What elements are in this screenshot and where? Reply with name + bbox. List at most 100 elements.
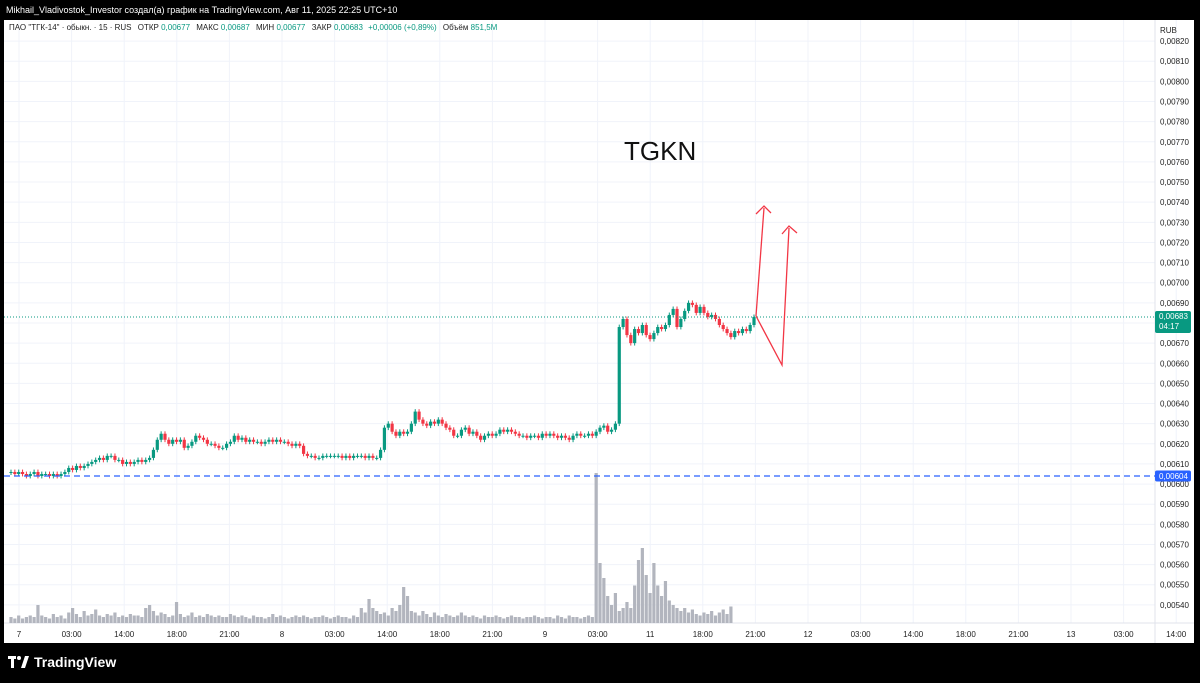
volume-bar [13,618,17,623]
last-price-tag-value: 0,00683 [1159,312,1188,321]
candle-body [609,429,614,432]
candle-body [51,474,55,477]
volume-bar [656,585,660,623]
volume-bar [117,617,121,623]
tradingview-logo-icon [8,656,29,668]
candle-body [502,429,506,432]
y-tick-label: 0,00790 [1160,98,1189,107]
volume-bar [278,615,283,623]
footer-bar: TradingView [0,643,1200,683]
candle-body [429,421,433,426]
volume-bar [178,614,182,623]
volume-bar [224,617,229,623]
volume-bar [425,614,429,623]
volume-bar [348,618,352,623]
volume-bar [729,606,733,623]
y-tick-label: 0,00750 [1160,178,1189,187]
candle-body [205,439,209,444]
candle-body [375,457,379,459]
y-tick-label: 0,00540 [1160,601,1189,610]
candle-body [436,419,440,424]
volume-bar [359,608,363,623]
candle-body [236,435,240,440]
candle-body [737,331,741,334]
candle-body [209,443,213,445]
tradingview-logo[interactable]: TradingView [8,654,116,670]
forecast-arrow-2[interactable] [755,225,798,368]
y-tick-label: 0,00740 [1160,198,1189,207]
volume-bar [255,617,259,623]
candle-body [686,302,691,311]
volume-bar [328,618,333,623]
volume-bar [648,593,652,623]
candle-body [521,435,525,437]
volume-bar [251,615,256,623]
volume-bar [525,617,529,623]
volume-bar [286,618,290,623]
candle-body [725,329,729,334]
volume-bar [556,615,560,623]
candle-body [471,431,475,434]
legend-close-label: ЗАКР [312,23,332,32]
volume-bar [67,612,71,623]
candle-body [132,461,136,464]
volume-bar [9,617,13,623]
y-tick-label: 0,00810 [1160,57,1189,66]
volume-bar [332,617,336,623]
x-tick-label: 12 [804,630,813,639]
volume-bar [20,618,25,623]
y-tick-label: 0,00770 [1160,138,1189,147]
candle-body [286,441,290,444]
volume-bar [378,614,383,623]
candle-body [717,318,721,326]
volume-bar [467,617,471,623]
candle-body [733,331,737,338]
price-axis[interactable]: 0,00540 0,00550 0,00560 0,00570 0,00580 0,005… [1160,37,1189,610]
candle-body [690,302,695,305]
candle-body [113,455,117,460]
candle-body [752,316,756,326]
volume-bar [363,612,367,623]
volume-bar [544,617,548,623]
legend-high-value: 0,00687 [221,23,250,32]
time-axis[interactable]: 7 03:00 14:00 18:00 21:00 8 03:00 14:00 18:00 21:… [17,630,1187,639]
candle-body [24,474,28,477]
volume-bar [82,611,86,623]
volume-bar [398,605,402,623]
legend-open-label: ОТКР [138,23,159,32]
candle-body [32,471,36,475]
candle-body [583,435,587,437]
candle-body [506,429,510,432]
volume-bar [301,615,306,623]
candle-body [20,471,25,475]
y-tick-label: 0,00720 [1160,238,1189,247]
volume-bar [394,611,398,623]
volume-bar [529,617,533,623]
chart-background [4,20,1194,643]
volume-bar [575,617,579,623]
candle-body [278,439,283,442]
volume-bar [198,615,202,623]
candle-body [90,461,94,464]
volume-bar [275,617,279,623]
x-tick-label: 18:00 [956,630,977,639]
candle-body [540,433,544,438]
candle-body [710,314,714,317]
candle-body [440,419,444,424]
candle-body [186,445,190,448]
volume-bar [321,615,325,623]
candle-body [109,455,113,457]
candle-body [729,333,733,338]
candle-body [367,455,371,458]
volume-bar [621,608,625,623]
candle-body [59,474,63,477]
volume-bar [506,617,510,623]
volume-bar [209,615,213,623]
price-chart[interactable]: ПАО "ТГК-14" · обыкн. · 15 · RUS ОТКР 0,… [4,20,1194,643]
candle-body [671,308,675,315]
volume-bar [475,617,479,623]
volume-bar [309,618,313,623]
forecast-arrow-1[interactable] [755,205,772,317]
candle-body [221,447,225,449]
legend-open-value: 0,00677 [161,23,190,32]
